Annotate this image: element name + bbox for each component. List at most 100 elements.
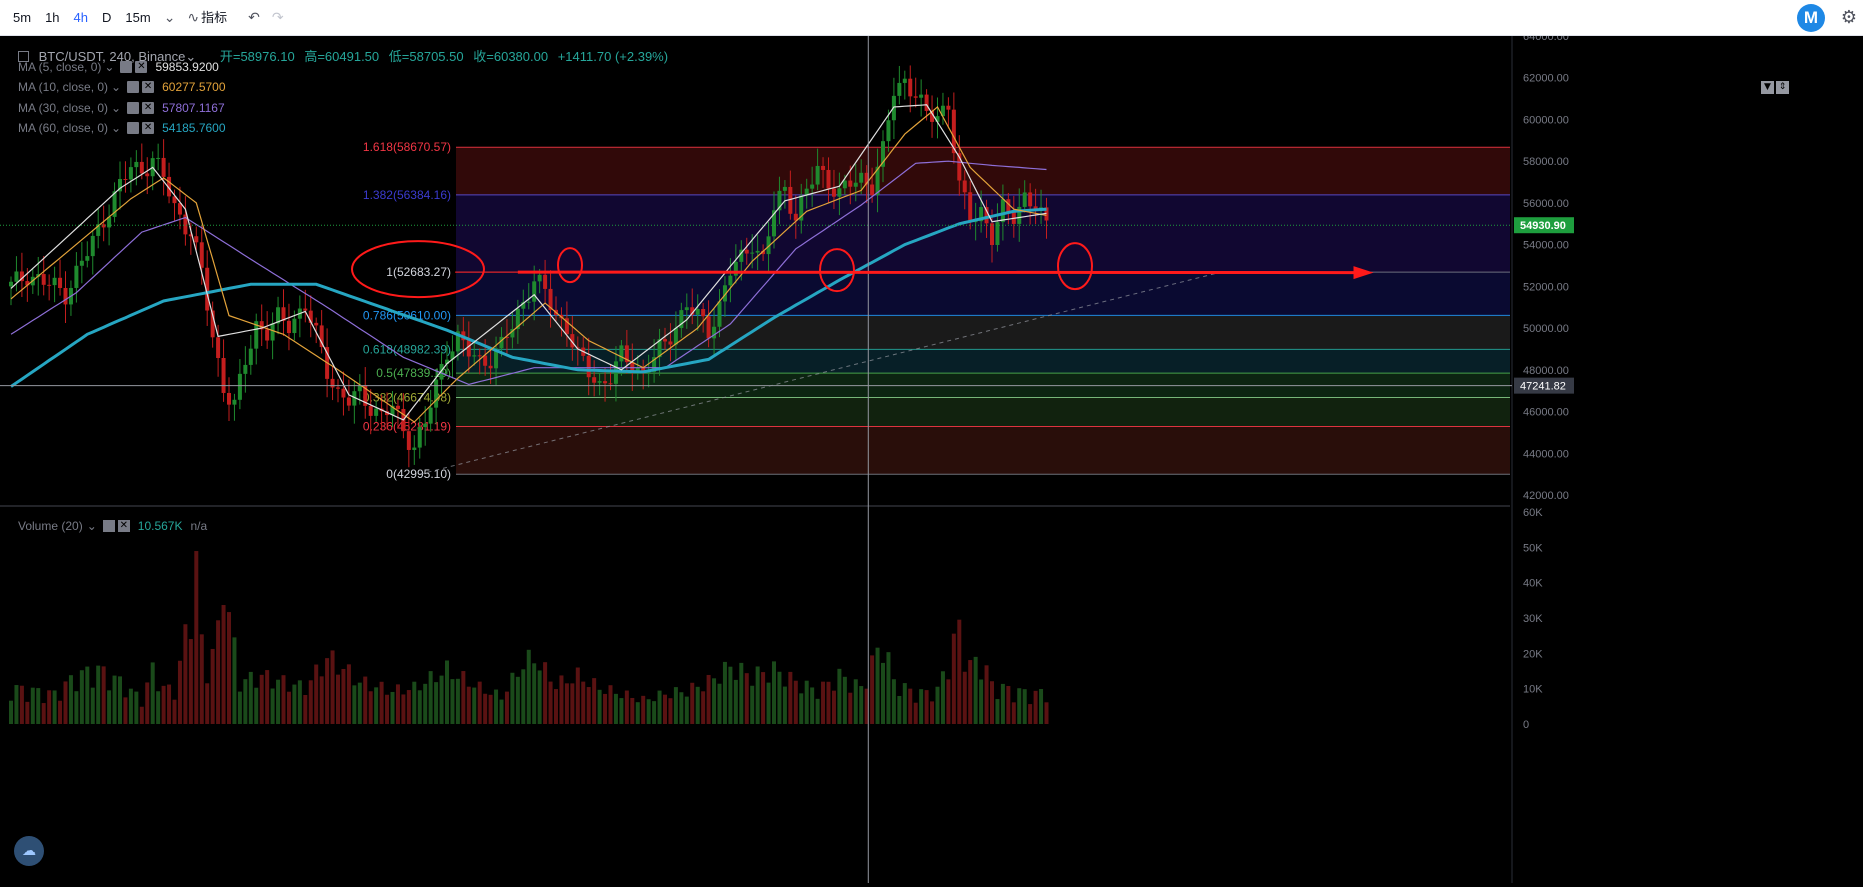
volume-bar: [712, 678, 717, 724]
candle-body: [881, 141, 885, 167]
volume-bar: [810, 687, 815, 724]
timeframe-1h[interactable]: 1h: [45, 9, 60, 25]
candle-body: [826, 169, 831, 189]
pane-resize-icon[interactable]: ⇕: [1776, 81, 1789, 94]
close-icon[interactable]: ✕: [142, 121, 155, 134]
volume-bar: [357, 682, 362, 724]
volume-bar: [63, 681, 68, 724]
annotation-ellipse: [557, 247, 583, 284]
volume-bar: [379, 681, 384, 724]
ma10-line: [10, 105, 1047, 423]
volume-bar: [41, 703, 46, 724]
eye-icon[interactable]: [120, 61, 133, 73]
close-icon[interactable]: ✕: [135, 61, 148, 73]
chart-area[interactable]: 1.618(58670.57) 1.382(56384.16) 1(52683.27…: [0, 31, 1863, 883]
price-tick-label: 64000.00: [1523, 36, 1569, 43]
collapse-icon[interactable]: [18, 51, 29, 62]
candle-body: [777, 190, 782, 211]
gear-icon[interactable]: ⚙: [1840, 7, 1857, 28]
chevron-down-icon[interactable]: ⌄: [111, 80, 122, 95]
pane-down-icon[interactable]: ▼: [1761, 81, 1774, 94]
ma-label[interactable]: MA (10, close, 0): [18, 80, 109, 95]
close-icon[interactable]: ✕: [117, 520, 130, 532]
indicators-button[interactable]: 指标: [201, 9, 228, 25]
candle-body: [259, 321, 264, 330]
volume-bar: [962, 671, 967, 724]
ma-label[interactable]: MA (5, close, 0): [18, 60, 102, 74]
candle-body: [728, 275, 733, 286]
chart-canvas[interactable]: 1.618(58670.57) 1.382(56384.16) 1(52683.27…: [0, 31, 1863, 883]
timeframe-15m[interactable]: 15m: [125, 9, 151, 25]
chevron-down-icon[interactable]: ⌄: [104, 60, 115, 74]
candle-body: [248, 348, 253, 365]
app-logo[interactable]: M: [1797, 4, 1825, 32]
eye-icon[interactable]: [127, 101, 140, 114]
eye-icon[interactable]: [127, 81, 140, 94]
ma5-line: [10, 104, 1047, 421]
fib-zone: [456, 349, 1510, 374]
volume-bar: [821, 681, 826, 724]
candle-body: [897, 82, 902, 96]
annotation-arrow-head: [1353, 266, 1374, 280]
price-tick-label: 54000.00: [1523, 240, 1569, 252]
volume-bar: [608, 685, 613, 724]
undo-icon[interactable]: ↶: [248, 9, 260, 26]
volume-bar: [445, 660, 449, 724]
fib-level-label: 1.618(58670.57): [363, 140, 451, 154]
close-icon[interactable]: ✕: [142, 101, 155, 114]
chevron-down-icon[interactable]: ⌄: [111, 120, 122, 135]
volume-bar: [314, 664, 319, 724]
volume-bar: [575, 667, 580, 724]
volume-bar: [352, 685, 357, 724]
ma-label[interactable]: MA (60, close, 0): [18, 120, 109, 135]
candle-body: [79, 260, 84, 266]
volume-bar: [701, 691, 706, 724]
candle-body: [870, 184, 875, 196]
candle-body: [766, 236, 771, 255]
candle-body: [515, 308, 520, 329]
candle-body: [445, 359, 449, 364]
close-icon[interactable]: ✕: [142, 81, 155, 94]
fib-level-label: 1.382(56384.16): [363, 188, 451, 202]
candle-body: [281, 307, 286, 321]
volume-bar: [401, 694, 406, 724]
chevron-down-icon[interactable]: ⌄: [185, 49, 197, 64]
volume-tick-label: 30K: [1523, 613, 1543, 625]
candle-body: [799, 195, 804, 221]
fib-level-label: 1(52683.27): [386, 265, 451, 279]
volume-bar: [336, 674, 340, 724]
eye-icon[interactable]: [127, 121, 140, 134]
tradingview-logo-icon[interactable]: ☁: [14, 836, 44, 866]
indicators-icon[interactable]: ∿: [187, 9, 200, 26]
volume-bar: [908, 688, 913, 724]
chevron-down-icon[interactable]: ⌄: [163, 9, 176, 26]
volume-bar: [837, 668, 842, 724]
chevron-down-icon[interactable]: ⌄: [111, 100, 122, 115]
timeframe-4h[interactable]: 4h: [73, 9, 88, 25]
candle-body: [701, 308, 706, 317]
high-value: 60491.50: [324, 49, 380, 64]
volume-bar: [973, 656, 978, 724]
timeframe-D[interactable]: D: [102, 9, 112, 25]
volume-bar: [559, 675, 564, 724]
volume-bar: [14, 685, 19, 724]
volume-bar: [58, 700, 63, 724]
volume-bar: [199, 634, 204, 724]
symbol-name[interactable]: BTC/USDT, 240, Binance: [38, 49, 186, 64]
candle-body: [510, 328, 515, 338]
volume-label[interactable]: Volume (20): [18, 519, 83, 533]
candle-body: [657, 339, 662, 358]
volume-bar: [739, 662, 744, 724]
candle-body: [902, 78, 907, 83]
ma-label[interactable]: MA (30, close, 0): [18, 100, 109, 115]
timeframe-5m[interactable]: 5m: [13, 9, 32, 25]
redo-icon[interactable]: ↷: [271, 9, 284, 26]
candle-body: [494, 348, 499, 369]
chevron-down-icon[interactable]: ⌄: [86, 519, 97, 533]
eye-icon[interactable]: [102, 520, 115, 532]
volume-tick-label: 60K: [1523, 507, 1543, 519]
candle-body: [979, 207, 984, 222]
candle-body: [330, 378, 335, 388]
volume-bar: [526, 649, 531, 724]
candle-body: [810, 184, 815, 189]
